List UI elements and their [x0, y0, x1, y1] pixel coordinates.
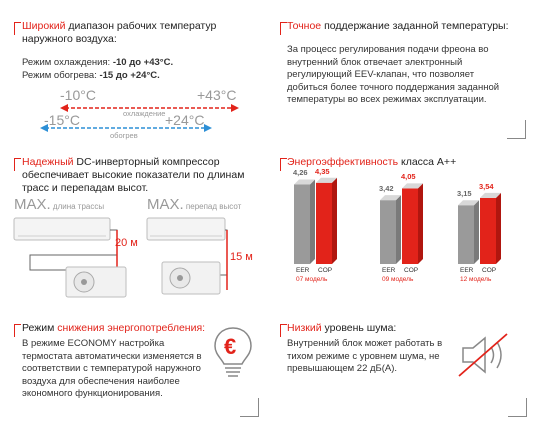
series-label-eer-0: EER	[296, 267, 310, 274]
max-height-heading: MAX. перепад высот	[147, 196, 242, 213]
bar-top-cop-2	[480, 192, 501, 198]
temperature-title: Широкий диапазон рабочих температур нару…	[22, 20, 217, 45]
bar-top-eer-1	[380, 195, 401, 201]
corner-marker	[280, 324, 287, 337]
series-label-cop-2: COP	[482, 267, 497, 274]
max-length-heading: MAX. длина трассы	[14, 196, 105, 213]
economy-title: Режим снижения энергопотребления:	[22, 322, 206, 334]
bar-cop-1	[402, 188, 418, 264]
corner-marker	[507, 120, 526, 139]
compressor-block: Надежный DC-инверторный компрессор обесп…	[0, 150, 270, 300]
cooling-arrow-left-head	[60, 104, 68, 112]
corner-marker	[280, 158, 287, 171]
indoor-unit-right	[146, 217, 226, 241]
bar-side-cop-2	[496, 192, 501, 264]
series-label-eer-2: EER	[460, 267, 474, 274]
cooling-range-text: Режим охлаждения: -10 до +43°C.	[22, 57, 174, 68]
category-label-1: 09 модель	[382, 276, 414, 283]
noise-title: Низкий уровень шума:	[287, 322, 397, 334]
heating-arrow-left-head	[40, 124, 48, 132]
euro-icon: €	[224, 334, 237, 359]
precise-title: Точное поддержание заданной температуры:	[287, 20, 509, 32]
indoor-unit-left	[13, 217, 111, 241]
bar-top-cop-1	[402, 183, 423, 189]
length-value: 20 м	[115, 237, 138, 249]
precise-body: За процесс регулирования подачи фреона в…	[287, 44, 500, 105]
temperature-range-block: Широкий диапазон рабочих температур нару…	[0, 0, 270, 145]
efficiency-bars	[294, 177, 501, 264]
bar-side-eer-0	[310, 179, 315, 264]
cool-min-label: -10°C	[60, 87, 96, 103]
economy-block: Режим снижения энергопотребления: В режи…	[0, 310, 270, 433]
bar-side-cop-0	[332, 177, 337, 264]
lightbulb-euro-icon	[214, 327, 252, 377]
value-label-cop-2: 3,54	[479, 181, 494, 191]
value-label-cop-1: 4,05	[401, 172, 416, 182]
corner-marker	[14, 158, 21, 171]
height-value: 15 м	[230, 251, 253, 263]
series-label-eer-1: EER	[382, 267, 396, 274]
category-label-2: 12 модель	[460, 276, 492, 283]
bar-cop-2	[480, 197, 496, 264]
installation-diagram	[13, 217, 228, 298]
bar-side-eer-1	[396, 195, 401, 264]
corner-marker	[14, 324, 21, 337]
temperature-scale	[40, 104, 239, 132]
pipe-left	[29, 229, 118, 271]
cooling-caption: охлаждение	[123, 109, 166, 118]
precise-temperature-block: Точное поддержание заданной температуры:…	[270, 0, 539, 145]
cool-max-label: +43°C	[197, 87, 237, 103]
corner-marker	[240, 398, 259, 417]
bar-side-eer-2	[474, 200, 479, 264]
heat-max-label: +24°C	[165, 112, 205, 128]
bar-cop-0	[316, 182, 332, 264]
bar-eer-2	[458, 205, 474, 264]
bar-eer-1	[380, 200, 396, 264]
noise-block: Низкий уровень шума: Внутренний блок мож…	[270, 310, 539, 433]
value-label-eer-1: 3,42	[379, 184, 394, 194]
heat-min-label: -15°C	[44, 112, 80, 128]
mute-speaker-icon	[458, 333, 508, 377]
category-label-0: 07 модель	[296, 276, 328, 283]
heating-arrow-right-head	[204, 124, 212, 132]
bar-top-eer-0	[294, 179, 315, 185]
noise-body: Внутренний блок может работать в тихом р…	[287, 338, 443, 374]
bar-top-eer-2	[458, 200, 479, 206]
compressor-title: Надежный DC-инверторный компрессор обесп…	[22, 156, 245, 194]
efficiency-chart: 4,26 EER 4,35 COP 07 модель 3,42 EER 4,05 COP 09 …	[270, 150, 539, 300]
economy-body: В режиме ECONOMY настройка термостата ав…	[22, 338, 202, 399]
heating-caption: обогрев	[110, 131, 138, 140]
bar-side-cop-1	[418, 183, 423, 264]
bar-eer-0	[294, 184, 310, 264]
value-label-eer-2: 3,15	[457, 189, 472, 199]
series-label-cop-1: COP	[404, 267, 419, 274]
cooling-arrow-right-head	[231, 104, 239, 112]
corner-marker	[508, 398, 527, 417]
corner-marker	[280, 22, 287, 35]
value-label-eer-0: 4,26	[293, 168, 308, 178]
value-label-cop-0: 4,35	[315, 166, 330, 176]
corner-marker	[14, 22, 21, 35]
energy-efficiency-block: Энергоэффективность класса A++ 4,26 EER 4,…	[270, 150, 539, 300]
heating-range-text: Режим обогрева: -15 до +24°C.	[22, 70, 160, 81]
bar-top-cop-0	[316, 177, 337, 183]
energy-title: Энергоэффективность класса A++	[287, 156, 457, 168]
series-label-cop-0: COP	[318, 267, 333, 274]
